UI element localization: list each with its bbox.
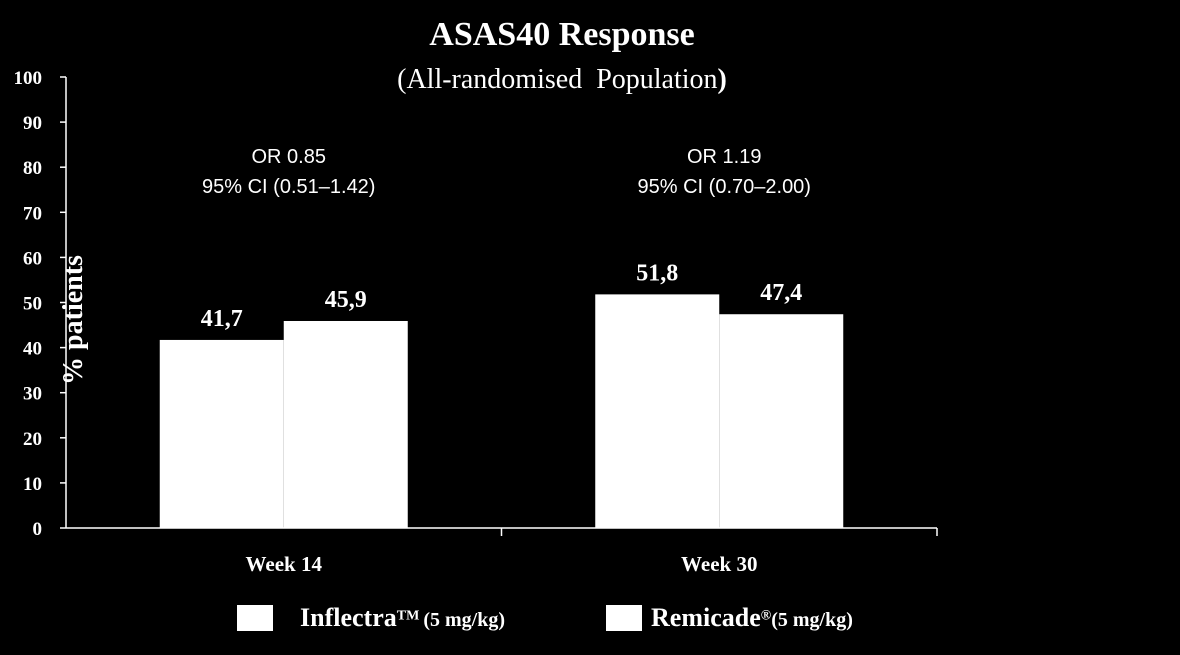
legend-label-inflectra: InflectraTM (5 mg/kg) xyxy=(300,603,505,632)
bar-value-labels: 41,7 45,9 51,8 47,4 xyxy=(201,260,803,332)
y-ticks: 0 10 20 30 40 50 60 70 80 90 100 xyxy=(14,68,66,540)
bar-value-label: 41,7 xyxy=(201,306,243,332)
y-tick-label: 100 xyxy=(14,68,43,89)
chart-subtitle: (All-randomised Population) xyxy=(397,64,727,95)
annotation-ci: 95% CI (0.70–2.00) xyxy=(638,176,811,198)
bar-inflectra-week-30 xyxy=(595,294,720,528)
y-tick-label: 80 xyxy=(23,158,42,179)
y-tick-label: 30 xyxy=(23,384,42,405)
annotation-ci: 95% CI (0.51–1.42) xyxy=(202,176,375,198)
bar-inflectra-week-14 xyxy=(159,339,284,528)
annotation-or: OR 1.19 xyxy=(687,146,761,168)
legend-swatch-remicade xyxy=(606,605,642,631)
y-axis-label: % patients xyxy=(58,255,89,385)
bars xyxy=(159,294,844,528)
or-annotations: OR 0.85 95% CI (0.51–1.42) OR 1.19 95% CI (… xyxy=(202,146,811,198)
y-tick-label: 60 xyxy=(23,248,42,269)
chart-title: ASAS40 Response xyxy=(429,16,694,53)
annotation-or: OR 0.85 xyxy=(252,146,326,168)
y-tick-label: 0 xyxy=(33,519,43,540)
legend-swatch-inflectra xyxy=(237,605,273,631)
legend-remicade: Remicade®(5 mg/kg) xyxy=(606,600,853,636)
legend-label-remicade: Remicade®(5 mg/kg) xyxy=(651,603,853,632)
bar-value-label: 51,8 xyxy=(636,260,678,286)
y-tick-label: 90 xyxy=(23,113,42,134)
bar-remicade-week-14 xyxy=(283,320,408,528)
y-tick-label: 20 xyxy=(23,429,42,450)
y-tick-label: 10 xyxy=(23,474,42,495)
bar-value-label: 45,9 xyxy=(325,287,367,313)
bar-remicade-week-30 xyxy=(719,314,844,528)
y-tick-label: 50 xyxy=(23,294,42,315)
y-tick-label: 40 xyxy=(23,339,42,360)
bar-value-label: 47,4 xyxy=(760,280,802,306)
y-tick-label: 70 xyxy=(23,203,42,224)
x-category-label: Week 30 xyxy=(681,552,757,576)
x-category-label: Week 14 xyxy=(246,552,323,576)
x-category-labels: Week 14 Week 30 xyxy=(246,528,938,576)
legend-inflectra: InflectraTM (5 mg/kg) xyxy=(237,600,505,636)
